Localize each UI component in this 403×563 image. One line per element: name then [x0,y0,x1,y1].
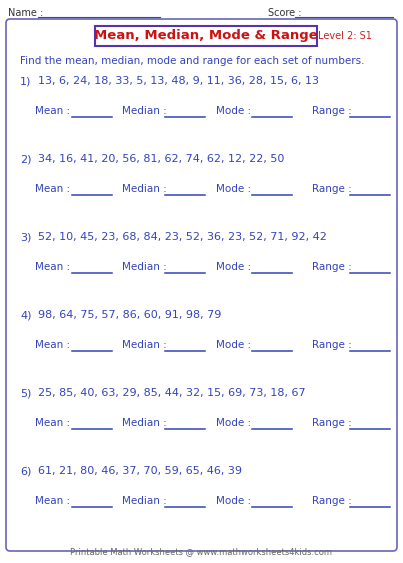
Text: Printable Math Worksheets @ www.mathworksheets4kids.com: Printable Math Worksheets @ www.mathwork… [70,547,332,556]
Text: Median :: Median : [122,184,167,194]
Text: 98, 64, 75, 57, 86, 60, 91, 98, 79: 98, 64, 75, 57, 86, 60, 91, 98, 79 [38,310,221,320]
Text: Score :: Score : [268,8,301,18]
Text: Mode :: Mode : [216,106,251,116]
Text: Range :: Range : [312,184,352,194]
Text: Mode :: Mode : [216,340,251,350]
Text: Mean :: Mean : [35,496,70,506]
Text: Name :: Name : [8,8,43,18]
Text: Mode :: Mode : [216,418,251,428]
Text: Level 2: S1: Level 2: S1 [318,31,372,41]
Text: Range :: Range : [312,496,352,506]
Text: 52, 10, 45, 23, 68, 84, 23, 52, 36, 23, 52, 71, 92, 42: 52, 10, 45, 23, 68, 84, 23, 52, 36, 23, … [38,232,327,242]
Text: 34, 16, 41, 20, 56, 81, 62, 74, 62, 12, 22, 50: 34, 16, 41, 20, 56, 81, 62, 74, 62, 12, … [38,154,285,164]
Text: Range :: Range : [312,262,352,272]
Text: Median :: Median : [122,418,167,428]
Text: Range :: Range : [312,340,352,350]
Text: Find the mean, median, mode and range for each set of numbers.: Find the mean, median, mode and range fo… [20,56,364,66]
Text: Mean :: Mean : [35,262,70,272]
Text: Mode :: Mode : [216,262,251,272]
Text: Median :: Median : [122,340,167,350]
Text: 6): 6) [20,466,31,476]
Text: Median :: Median : [122,496,167,506]
Text: Range :: Range : [312,418,352,428]
Text: Mean :: Mean : [35,106,70,116]
FancyBboxPatch shape [6,19,397,551]
Text: 3): 3) [20,232,31,242]
Text: 13, 6, 24, 18, 33, 5, 13, 48, 9, 11, 36, 28, 15, 6, 13: 13, 6, 24, 18, 33, 5, 13, 48, 9, 11, 36,… [38,76,319,86]
Text: 5): 5) [20,388,31,398]
Text: Median :: Median : [122,106,167,116]
Text: 1): 1) [20,76,31,86]
Text: 2): 2) [20,154,31,164]
Text: Mean :: Mean : [35,418,70,428]
Text: 25, 85, 40, 63, 29, 85, 44, 32, 15, 69, 73, 18, 67: 25, 85, 40, 63, 29, 85, 44, 32, 15, 69, … [38,388,305,398]
Text: Range :: Range : [312,106,352,116]
Text: Mean :: Mean : [35,340,70,350]
FancyBboxPatch shape [95,26,317,46]
Text: 4): 4) [20,310,31,320]
Text: Mode :: Mode : [216,184,251,194]
Text: Mode :: Mode : [216,496,251,506]
Text: Mean :: Mean : [35,184,70,194]
Text: 61, 21, 80, 46, 37, 70, 59, 65, 46, 39: 61, 21, 80, 46, 37, 70, 59, 65, 46, 39 [38,466,242,476]
Text: Median :: Median : [122,262,167,272]
Text: Mean, Median, Mode & Range: Mean, Median, Mode & Range [94,29,318,42]
